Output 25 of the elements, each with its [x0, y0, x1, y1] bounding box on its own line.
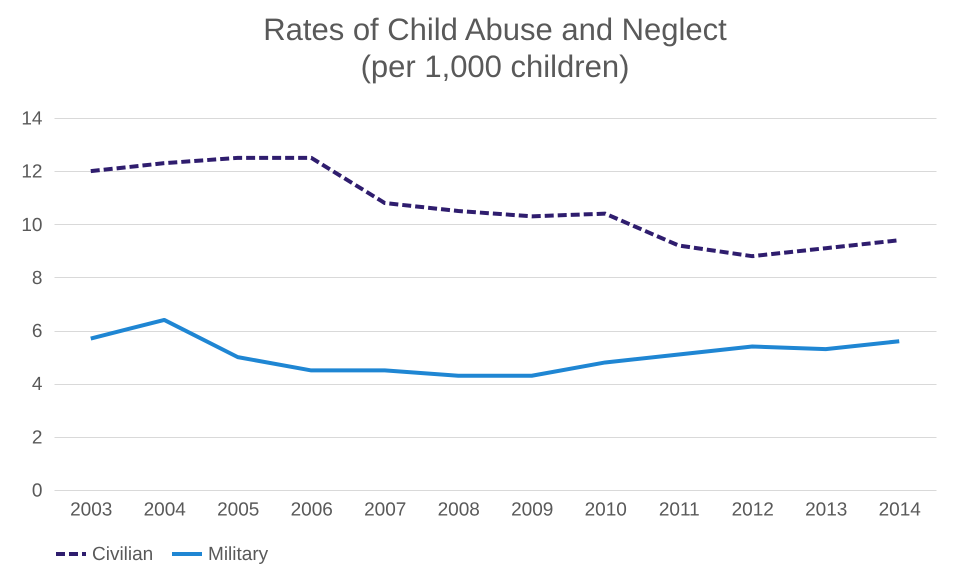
legend-label: Civilian	[92, 544, 154, 565]
x-tick-label: 2008	[438, 500, 480, 520]
y-tick-label: 6	[32, 321, 42, 342]
chart-subtitle: (per 1,000 children)	[360, 49, 630, 84]
x-tick-label: 2006	[290, 500, 333, 520]
x-tick-label: 2009	[511, 500, 554, 520]
x-tick-label: 2011	[658, 500, 700, 520]
x-tick-label: 2014	[878, 500, 922, 520]
y-tick-label: 4	[32, 374, 43, 396]
x-tick-label: 2003	[70, 500, 112, 520]
legend-label: Military	[208, 544, 269, 565]
y-tick-label: 12	[21, 162, 42, 183]
x-tick-label: 2004	[144, 500, 186, 520]
y-tick-label: 14	[21, 108, 43, 130]
x-tick-label: 2013	[805, 500, 848, 520]
x-tick-label: 2012	[732, 500, 774, 520]
chart-title: Rates of Child Abuse and Neglect	[263, 12, 728, 47]
x-tick-label: 2010	[584, 500, 627, 520]
y-tick-label: 8	[32, 268, 42, 289]
y-tick-label: 2	[32, 427, 42, 448]
x-tick-label: 2005	[217, 500, 260, 520]
y-tick-label: 0	[32, 480, 42, 502]
line-series	[88, 318, 902, 378]
x-tick-label: 2007	[364, 500, 406, 520]
y-tick-label: 10	[21, 214, 42, 236]
